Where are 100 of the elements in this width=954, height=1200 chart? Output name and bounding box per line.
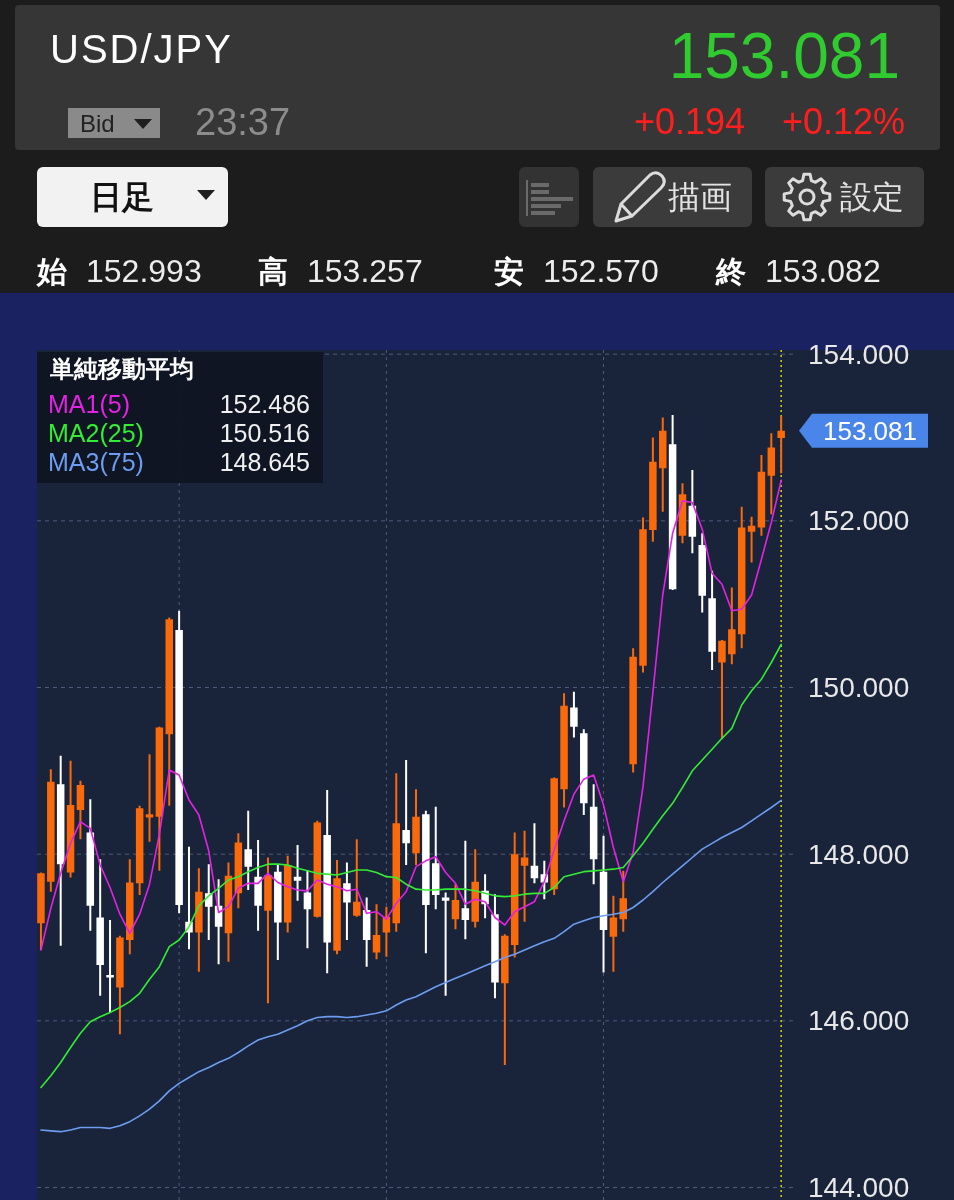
legend-title: 単純移動平均	[49, 355, 194, 382]
text: 153.081	[823, 415, 917, 446]
candlestick	[353, 839, 361, 917]
candlestick	[412, 789, 420, 865]
y-tick-label: 150.000	[808, 672, 910, 703]
candlestick	[264, 857, 272, 1004]
text: Bid	[80, 110, 115, 137]
candlestick	[510, 832, 519, 958]
candlestick	[649, 437, 657, 542]
y-tick-label: 152.000	[808, 505, 910, 537]
text: +0.194	[633, 101, 745, 142]
candlestick	[767, 433, 776, 515]
candlestick	[461, 840, 470, 940]
candlestick	[116, 935, 124, 1035]
line-series	[40, 799, 782, 1133]
candlestick	[333, 860, 341, 955]
text: MA3(75)	[48, 448, 144, 476]
candlestick	[135, 805, 144, 895]
candlestick	[382, 906, 391, 957]
candlestick	[204, 864, 213, 940]
text: 安	[494, 255, 524, 288]
candlestick	[580, 729, 588, 815]
y-tick-label: 154.000	[808, 338, 910, 370]
candlestick	[441, 892, 450, 996]
annotation: 150.516	[219, 419, 310, 447]
text: 153.082	[765, 253, 881, 289]
text: 設定	[840, 179, 904, 215]
chart-title: USD/JPY	[50, 27, 233, 71]
candlestick	[185, 846, 193, 950]
candlestick	[76, 780, 85, 840]
candlestick	[501, 934, 509, 1065]
candlestick	[658, 417, 667, 512]
candlestick	[560, 693, 568, 808]
candlestick	[165, 617, 174, 806]
text: 152.570	[543, 253, 659, 289]
candlestick	[47, 769, 55, 892]
candlestick	[491, 894, 499, 999]
candlestick	[708, 570, 716, 670]
candlestick	[599, 835, 608, 973]
y-tick-label: 144.000	[808, 1172, 910, 1200]
candlestick	[66, 760, 75, 878]
candlestick	[244, 810, 252, 890]
candlestick	[293, 845, 302, 901]
candlestick	[402, 760, 410, 865]
candlestick	[718, 640, 726, 740]
candlestick	[145, 754, 154, 842]
candlestick	[471, 849, 479, 928]
candlestick	[254, 840, 262, 931]
candlestick	[422, 810, 430, 954]
text: 23:37	[195, 101, 291, 143]
candlestick	[323, 790, 331, 974]
candlestick	[86, 799, 95, 931]
line-series	[40, 479, 782, 951]
text: 152.993	[86, 253, 202, 289]
candlestick	[343, 862, 351, 940]
candlestick	[362, 897, 371, 967]
candlestick	[728, 587, 736, 665]
candlestick	[698, 533, 706, 613]
candlestick	[195, 868, 203, 972]
candlestick	[550, 777, 558, 895]
candlestick	[747, 516, 756, 563]
text: 153.081	[668, 20, 900, 92]
candlestick	[609, 895, 618, 972]
candlestick	[96, 859, 104, 996]
candlestick	[451, 884, 460, 930]
candlestick	[688, 470, 697, 554]
candlestick	[777, 416, 785, 474]
annotation: 148.645	[219, 448, 310, 476]
text: 描画	[668, 179, 732, 215]
text: +0.12%	[781, 101, 905, 142]
candlestick	[392, 773, 401, 932]
text: 153.257	[307, 253, 423, 289]
candlestick	[313, 820, 322, 918]
candlestick	[126, 859, 134, 955]
candlestick	[106, 920, 114, 1013]
candlestick	[757, 455, 766, 536]
candlestick	[629, 648, 637, 773]
candlestick	[737, 506, 746, 649]
candlestick	[37, 872, 45, 950]
y-tick-label: 148.000	[808, 838, 910, 870]
text: 終	[715, 255, 746, 288]
candlestick	[570, 691, 578, 738]
candlestick	[589, 784, 598, 885]
text: MA1(5)	[48, 390, 130, 418]
candlestick	[639, 517, 647, 673]
candlestick	[520, 830, 529, 922]
text: 始	[36, 255, 67, 288]
candlestick	[530, 823, 539, 884]
text: 日足	[90, 179, 154, 215]
candlestick	[431, 806, 440, 910]
annotation: 152.486	[219, 390, 310, 418]
candlestick	[274, 865, 282, 960]
text: 高	[258, 255, 288, 288]
candlestick	[56, 755, 65, 946]
line-series	[40, 643, 782, 1089]
text: MA2(25)	[48, 419, 144, 447]
candlestick	[372, 904, 381, 960]
candlestick	[283, 855, 292, 933]
y-tick-label: 146.000	[808, 1005, 910, 1037]
candlestick	[303, 870, 312, 949]
